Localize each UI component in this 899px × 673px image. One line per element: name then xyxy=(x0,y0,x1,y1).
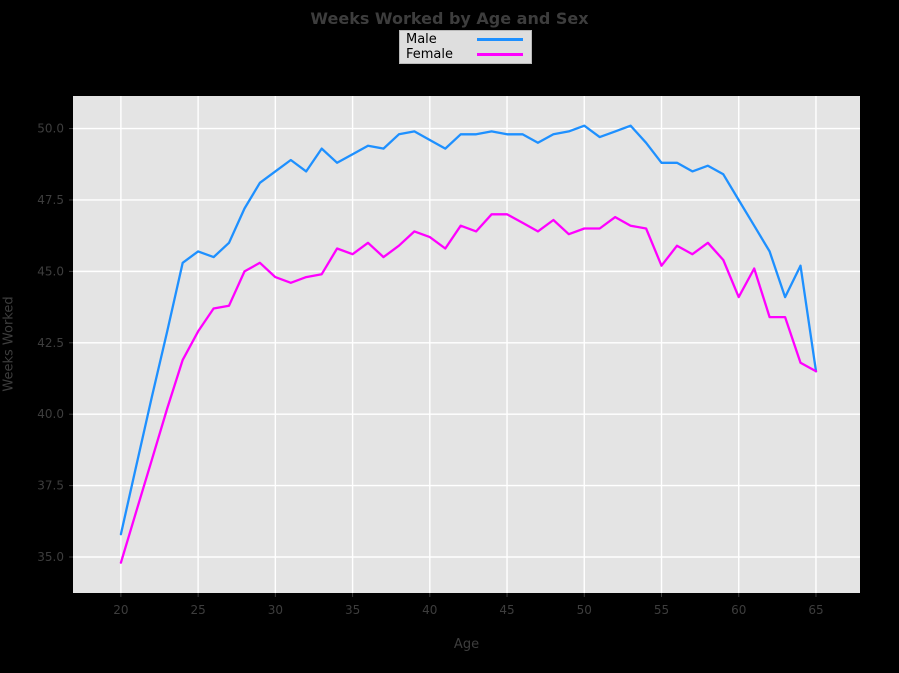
legend-item-male: Male xyxy=(406,32,525,47)
x-tick-label: 30 xyxy=(268,603,283,617)
series-line-female xyxy=(119,213,818,564)
y-axis-label: Weeks Worked xyxy=(1,296,17,392)
x-tick-label: 25 xyxy=(190,603,205,617)
x-tick-label: 55 xyxy=(654,603,669,617)
x-tick-label: 20 xyxy=(113,603,128,617)
legend-line-male-swatch xyxy=(477,38,523,41)
y-tick-label: 40.0 xyxy=(37,407,64,421)
legend-label-female: Female xyxy=(406,46,454,62)
y-tick-label: 47.5 xyxy=(37,193,64,207)
legend: Male Female xyxy=(399,30,532,64)
series-line-male xyxy=(119,124,818,536)
y-tick-label: 50.0 xyxy=(37,122,64,136)
x-tick-label: 65 xyxy=(808,603,823,617)
y-tick-label: 45.0 xyxy=(37,264,64,278)
chart-title: Weeks Worked by Age and Sex xyxy=(310,9,589,28)
x-tick-label: 60 xyxy=(731,603,746,617)
x-axis-label: Age xyxy=(453,637,480,652)
legend-line-female-swatch xyxy=(477,53,523,56)
x-tick-label: 40 xyxy=(422,603,437,617)
x-tick-label: 35 xyxy=(345,603,360,617)
y-tick-label: 35.0 xyxy=(37,550,64,564)
y-tick-label: 42.5 xyxy=(37,336,64,350)
legend-item-female: Female xyxy=(406,47,525,62)
x-tick-label: 50 xyxy=(577,603,592,617)
plot-panel xyxy=(73,96,860,593)
y-tick-label: 37.5 xyxy=(37,479,64,493)
x-tick-label: 45 xyxy=(499,603,514,617)
legend-label-male: Male xyxy=(406,31,437,47)
